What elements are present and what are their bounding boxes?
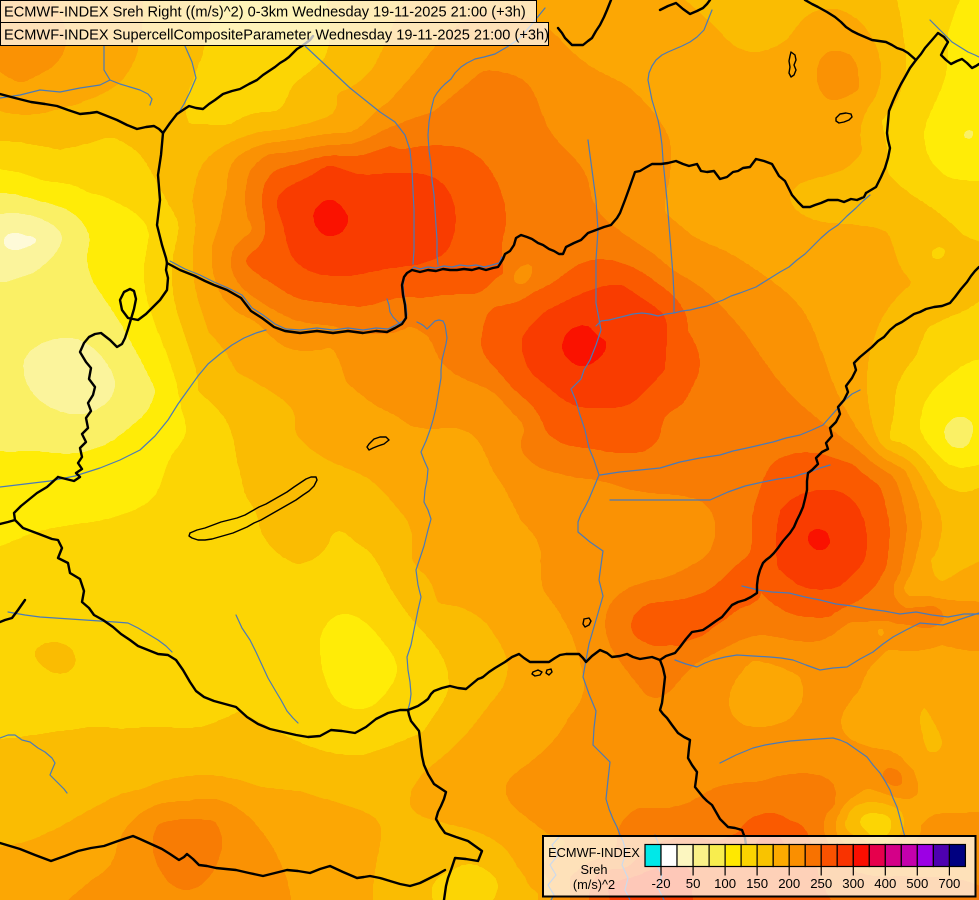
svg-text:300: 300	[842, 876, 864, 891]
svg-text:500: 500	[906, 876, 928, 891]
svg-text:ECMWF-INDEX: ECMWF-INDEX	[548, 845, 640, 860]
svg-text:Sreh: Sreh	[580, 862, 607, 877]
svg-text:50: 50	[686, 876, 701, 891]
svg-text:250: 250	[810, 876, 832, 891]
svg-text:150: 150	[746, 876, 768, 891]
svg-text:(m/s)^2: (m/s)^2	[573, 877, 615, 892]
svg-text:200: 200	[778, 876, 800, 891]
svg-text:100: 100	[714, 876, 736, 891]
svg-text:700: 700	[938, 876, 960, 891]
svg-text:ECMWF-INDEX SupercellComposite: ECMWF-INDEX SupercellCompositeParameter …	[4, 28, 549, 44]
svg-text:400: 400	[874, 876, 896, 891]
svg-text:-20: -20	[651, 876, 670, 891]
svg-text:ECMWF-INDEX Sreh Right ((m/s)^: ECMWF-INDEX Sreh Right ((m/s)^2) 0-3km W…	[4, 5, 526, 21]
